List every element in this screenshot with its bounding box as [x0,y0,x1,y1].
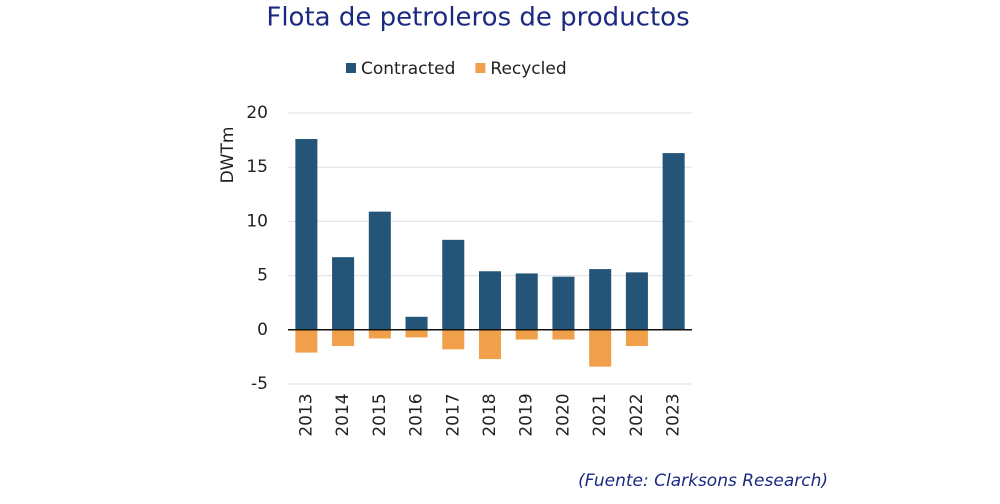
bar [295,329,318,353]
bar [368,211,391,330]
x-tick-label: 2018 [480,393,500,436]
bar [442,239,465,330]
x-tick-label: 2019 [517,393,537,436]
source-note: (Fuente: Clarksons Research) [578,471,828,491]
y-tick-label: 15 [246,157,268,177]
bar [515,273,538,330]
x-tick-label: 2023 [664,393,684,436]
chart-title: Flota de petroleros de productos [266,3,689,33]
bar [478,329,502,360]
bar [625,272,648,330]
bar [662,153,685,330]
bar [552,329,575,340]
legend-swatch [475,63,486,73]
bar [442,329,465,350]
x-tick-label: 2022 [627,393,647,436]
y-tick-label: 0 [257,320,268,340]
bar [625,329,648,347]
x-tick-label: 2013 [296,393,316,436]
bar [405,316,428,330]
y-tick-label: -5 [251,374,268,394]
x-tick-label: 2016 [407,393,427,436]
x-tick-label: 2020 [553,393,573,436]
bar [589,269,612,330]
bar [405,329,428,338]
bar [332,257,355,330]
bar [295,139,318,330]
bar [332,329,355,347]
x-tick-label: 2015 [370,393,390,436]
legend-swatch [346,63,356,73]
bar [515,329,538,340]
legend-label: Recycled [490,59,566,79]
x-tick-label: 2014 [333,393,353,436]
bar [368,329,391,339]
bar [589,329,612,367]
x-tick-label: 2017 [443,393,463,436]
y-axis-label: DWTm [218,127,238,184]
legend-label: Contracted [361,59,455,79]
y-tick-label: 5 [257,266,268,286]
bar [552,276,575,330]
y-tick-label: 10 [246,211,268,231]
bar [478,271,502,330]
y-tick-label: 20 [246,103,268,123]
x-tick-label: 2021 [590,393,610,436]
